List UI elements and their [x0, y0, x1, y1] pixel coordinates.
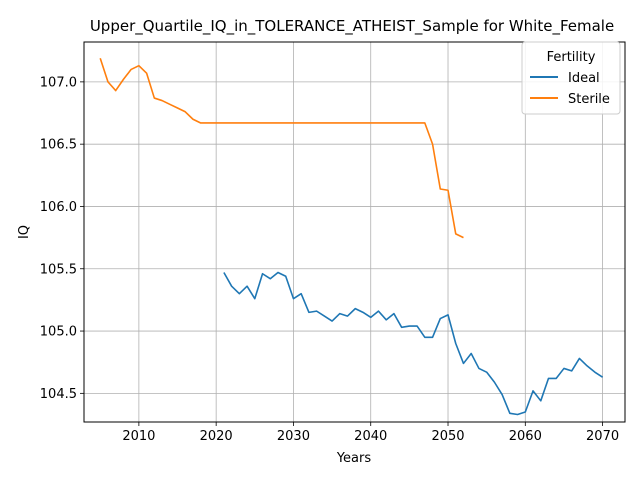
x-tick-label: 2040 [354, 429, 387, 444]
x-tick-label: 2010 [122, 429, 155, 444]
x-axis-title: Years [336, 451, 372, 466]
x-tick-label: 2030 [277, 429, 310, 444]
x-axis: 2010 2020 2030 2040 2050 2060 2070 [122, 422, 619, 444]
series-line-ideal [223, 271, 604, 416]
x-tick-label: 2050 [431, 429, 464, 444]
series-lines [99, 57, 604, 416]
x-tick-label: 2020 [200, 429, 233, 444]
y-axis-title: IQ [17, 225, 32, 239]
y-tick-label: 105.5 [40, 262, 77, 277]
y-tick-label: 107.0 [40, 75, 77, 90]
legend-box [521, 41, 621, 115]
y-axis: 104.5 105.0 105.5 106.0 106.5 107.0 [40, 75, 84, 402]
x-tick-label: 2070 [586, 429, 619, 444]
y-tick-label: 105.0 [40, 325, 77, 340]
plot-frame [83, 41, 626, 423]
legend-label-ideal: Ideal [568, 71, 600, 86]
chart-title: Upper_Quartile_IQ_in_TOLERANCE_ATHEIST_S… [90, 17, 614, 36]
y-tick-label: 106.0 [40, 200, 77, 215]
series-line-sterile [99, 57, 464, 239]
y-tick-label: 104.5 [40, 387, 77, 402]
legend: Fertility Ideal Sterile [521, 41, 621, 115]
x-tick-label: 2060 [509, 429, 542, 444]
legend-label-sterile: Sterile [568, 92, 610, 107]
y-tick-label: 106.5 [40, 138, 77, 153]
grid [84, 42, 625, 422]
legend-title: Fertility [547, 50, 596, 65]
